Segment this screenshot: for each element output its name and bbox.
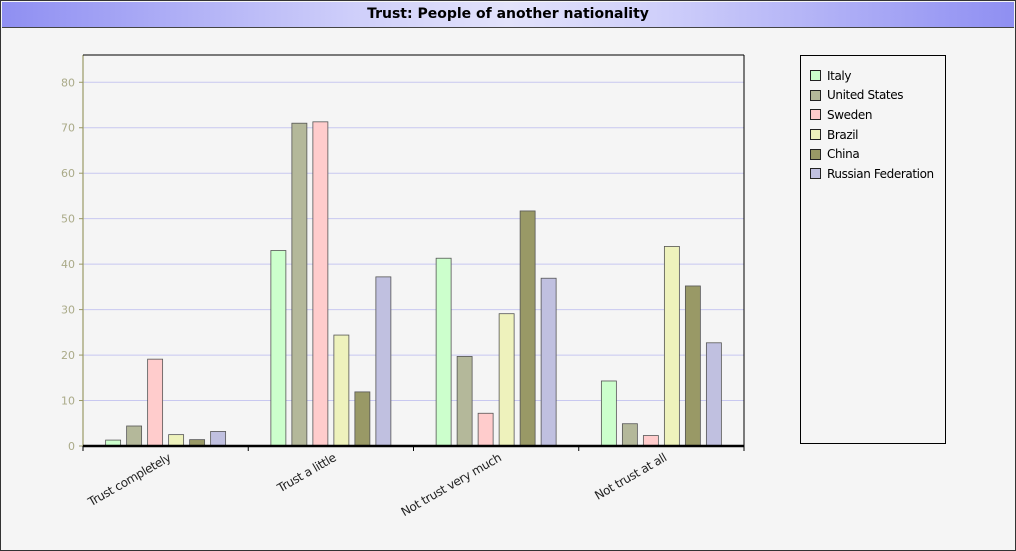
legend-item: United States: [810, 86, 945, 106]
y-tick-label: 0: [68, 440, 75, 453]
y-tick-label: 30: [61, 304, 75, 317]
bar: [168, 434, 185, 447]
y-tick-label: 50: [61, 213, 75, 226]
y-tick-label: 10: [61, 395, 75, 408]
bar: [354, 391, 371, 447]
bar: [126, 425, 143, 447]
bar: [705, 342, 722, 447]
x-tick-label: Trust completely: [85, 450, 174, 509]
bar: [435, 257, 452, 447]
bars: [105, 121, 722, 447]
legend-item: Italy: [810, 66, 945, 86]
bar: [375, 276, 392, 447]
legend-label: Russian Federation: [827, 166, 934, 181]
chart-title: Trust: People of another nationality: [2, 2, 1014, 28]
legend-swatch: [810, 168, 821, 180]
bar: [210, 431, 227, 447]
bar: [663, 246, 680, 447]
legend-swatch: [810, 129, 821, 141]
y-tick-label: 40: [61, 258, 75, 271]
bar: [333, 334, 350, 447]
legend: Italy United States Sweden Brazil China Russi…: [800, 55, 946, 444]
legend-label: Brazil: [827, 127, 859, 142]
bar: [540, 277, 557, 447]
legend-swatch: [810, 148, 821, 160]
y-tick-label: 80: [61, 76, 75, 89]
y-tick-label: 60: [61, 167, 75, 180]
bar: [291, 122, 308, 447]
bar: [600, 380, 617, 447]
legend-label: Sweden: [827, 107, 873, 122]
x-tick-label: Not trust very much: [399, 450, 504, 519]
legend-swatch: [810, 70, 821, 82]
legend-swatch: [810, 109, 821, 121]
legend-label: Italy: [827, 68, 852, 83]
x-tick-label: Trust a little: [274, 450, 338, 495]
legend-label: China: [827, 147, 860, 162]
bar: [519, 210, 536, 447]
bar: [621, 423, 638, 447]
legend-label: United States: [827, 88, 904, 103]
bar: [684, 285, 701, 447]
plot-area: [83, 55, 744, 446]
bar: [498, 313, 515, 447]
x-tick-label: Not trust at all: [592, 450, 669, 502]
x-axis-ticks: Trust completely Trust a little Not trust …: [82, 446, 745, 519]
legend-item: Brazil: [810, 125, 945, 145]
bar: [312, 121, 329, 447]
y-axis-ticks: 0 10 20 30 40 50 60 70 80: [61, 76, 83, 453]
bar: [270, 250, 287, 447]
legend-item: Russian Federation: [810, 164, 945, 184]
gridlines: [83, 55, 744, 446]
bar: [147, 358, 164, 447]
legend-swatch: [810, 89, 821, 101]
y-tick-label: 20: [61, 349, 75, 362]
legend-item: Sweden: [810, 105, 945, 125]
bar: [477, 412, 494, 447]
y-tick-label: 70: [61, 122, 75, 135]
bar: [642, 435, 659, 447]
legend-item: China: [810, 144, 945, 164]
bar: [456, 356, 473, 447]
